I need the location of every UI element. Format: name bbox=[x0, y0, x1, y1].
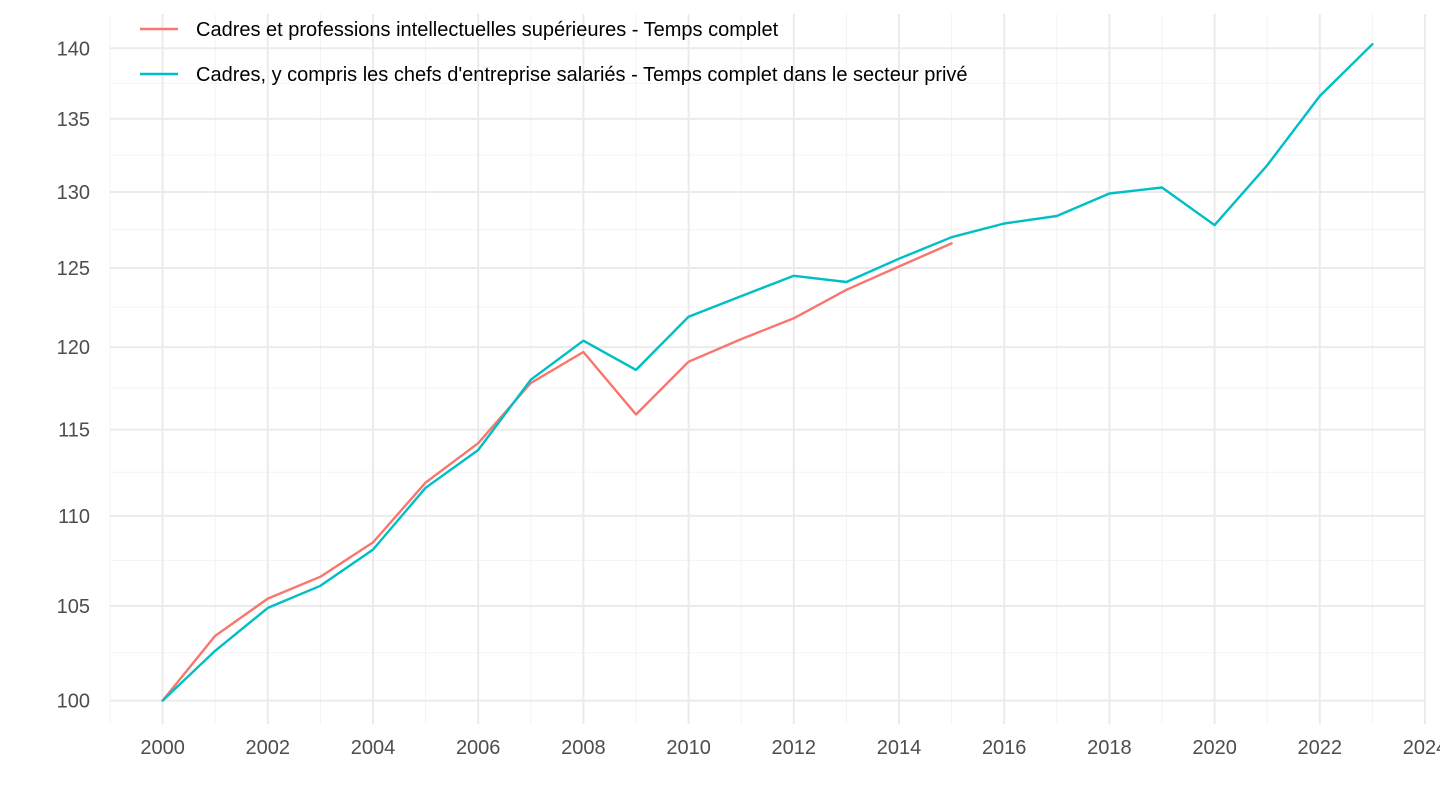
x-tick-label: 2000 bbox=[140, 737, 185, 759]
y-tick-label: 100 bbox=[57, 691, 90, 713]
series-line-1 bbox=[161, 242, 953, 702]
x-tick-label: 2022 bbox=[1298, 737, 1343, 759]
y-tick-label: 140 bbox=[57, 38, 90, 60]
x-tick-label: 2004 bbox=[351, 737, 396, 759]
y-tick-label: 115 bbox=[58, 420, 90, 442]
legend-label-2: Cadres, y compris les chefs d'entreprise… bbox=[196, 64, 968, 86]
x-tick-label: 2012 bbox=[772, 737, 817, 759]
x-axis: 2000 2002 2004 2006 2008 2010 2012 2014 2016 2018… bbox=[140, 737, 1440, 759]
series-line-2 bbox=[161, 43, 1374, 702]
legend-label-1: Cadres et professions intellectuelles su… bbox=[196, 19, 779, 41]
y-tick-label: 110 bbox=[58, 506, 90, 528]
grid bbox=[109, 14, 1426, 724]
legend: Cadres et professions intellectuelles su… bbox=[140, 19, 968, 86]
x-tick-label: 2016 bbox=[982, 737, 1027, 759]
y-tick-label: 105 bbox=[57, 596, 90, 618]
x-tick-label: 2014 bbox=[877, 737, 922, 759]
series-group bbox=[161, 43, 1374, 702]
y-tick-label: 135 bbox=[57, 109, 90, 131]
y-tick-label: 125 bbox=[57, 258, 90, 280]
x-tick-label: 2018 bbox=[1087, 737, 1132, 759]
y-tick-label: 130 bbox=[57, 182, 90, 204]
x-tick-label: 2006 bbox=[456, 737, 501, 759]
x-tick-label: 2024 bbox=[1403, 737, 1440, 759]
x-tick-label: 2020 bbox=[1192, 737, 1237, 759]
x-tick-label: 2002 bbox=[246, 737, 291, 759]
y-tick-label: 120 bbox=[57, 337, 90, 359]
x-tick-label: 2010 bbox=[666, 737, 711, 759]
x-tick-label: 2008 bbox=[561, 737, 606, 759]
y-axis: 100 105 110 115 120 125 130 135 140 bbox=[57, 38, 90, 712]
